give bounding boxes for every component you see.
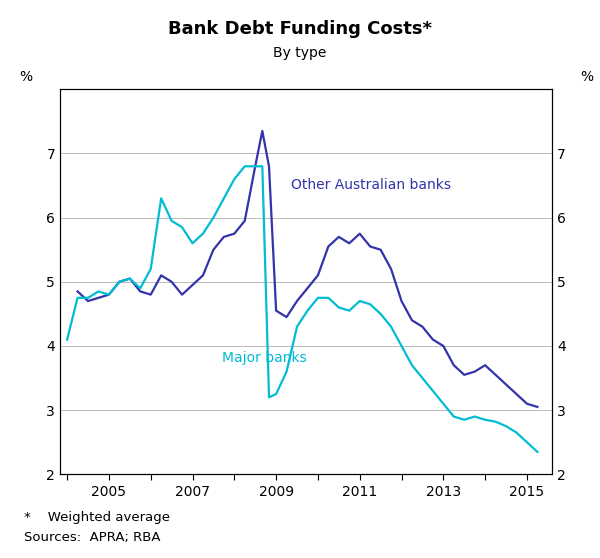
Text: %: % bbox=[580, 70, 593, 84]
Text: Other Australian banks: Other Australian banks bbox=[291, 178, 451, 192]
Text: Bank Debt Funding Costs*: Bank Debt Funding Costs* bbox=[168, 20, 432, 37]
Text: By type: By type bbox=[274, 46, 326, 60]
Text: Major banks: Major banks bbox=[222, 351, 307, 365]
Text: Sources:  APRA; RBA: Sources: APRA; RBA bbox=[24, 531, 161, 544]
Text: %: % bbox=[19, 70, 32, 84]
Text: *    Weighted average: * Weighted average bbox=[24, 511, 170, 523]
